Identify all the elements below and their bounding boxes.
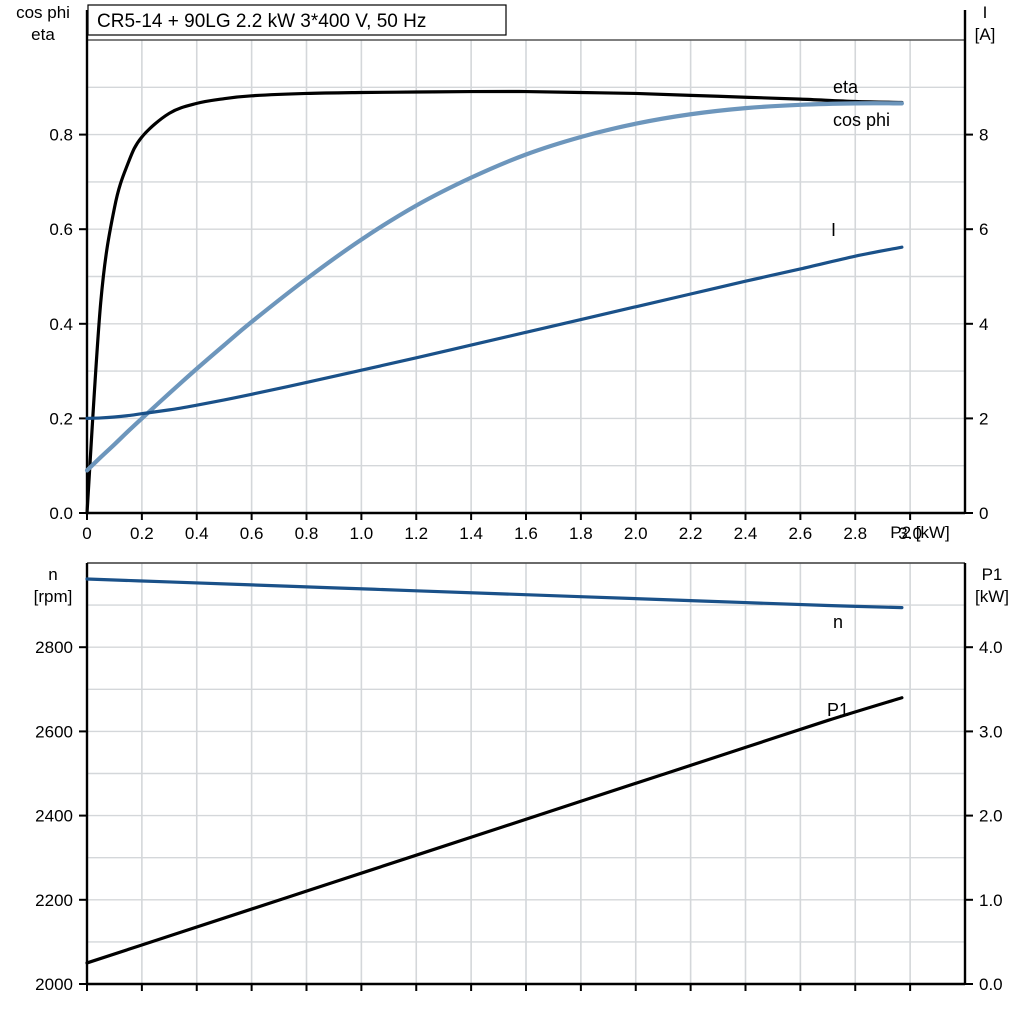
x-tick-label: 0.8 [295,524,319,543]
x-tick-label: 2.8 [843,524,867,543]
bottom-chart-ticks [79,646,973,991]
y-tick-label: 0.4 [49,315,73,334]
curve-cos-phi [84,101,904,473]
y2-tick-label: 8 [979,126,988,145]
y2-tick-label: 0 [979,504,988,523]
y-tick-label: 0.6 [49,220,73,239]
curve-I [85,245,904,420]
bottom-chart: 2000 2200 2400 2600 2800 0.0 1.0 2.0 3.0 4.0 n [r… [34,562,1009,994]
bottom-chart-y2label-line1: P1 [982,565,1003,584]
y-tick-label: 0.8 [49,126,73,145]
bottom-chart-y2label-line2: [kW] [975,587,1009,606]
y-tick-label: 0.2 [49,409,73,428]
bottom-chart-gridlines [87,563,965,984]
y2-tick-label: 1.0 [979,891,1003,910]
y-tick-label: 2200 [35,891,73,910]
y2-tick-label: 4 [979,315,988,334]
top-chart-y2label-line2: [A] [975,25,996,44]
x-tick-label: 1.4 [459,524,483,543]
top-chart-curves [84,89,904,515]
x-tick-label: 1.0 [350,524,374,543]
x-tick-label: 0.6 [240,524,264,543]
bottom-chart-ylabel-line2: [rpm] [34,587,73,606]
curve-label-cos-phi: cos phi [833,110,890,130]
top-chart: 0 0.2 0.4 0.6 0.8 1.0 1.2 1.4 1.6 1.8 2.0 2.2 2.4 2.6… [16,3,995,543]
x-tick-label: 1.8 [569,524,593,543]
y-tick-label: 2000 [35,975,73,994]
x-tick-label: 1.6 [514,524,538,543]
y2-tick-label: 6 [979,220,988,239]
chart-title-box [87,4,507,36]
x-tick-label: 0.4 [185,524,209,543]
curve-n [85,577,904,610]
y2-tick-label: 4.0 [979,638,1003,657]
y-tick-label: 2800 [35,638,73,657]
top-chart-tick-labels: 0 0.2 0.4 0.6 0.8 1.0 1.2 1.4 1.6 1.8 2.0 2.2 2.4 2.6… [49,126,988,543]
top-chart-ylabel-line2: eta [31,25,55,44]
top-chart-gridlines [87,40,965,513]
curve-label-p1: P1 [827,700,849,720]
top-chart-ylabel-line1: cos phi [16,3,70,22]
top-chart-y2label-line1: I [983,3,988,22]
bottom-chart-tick-labels: 2000 2200 2400 2600 2800 0.0 1.0 2.0 3.0 4.0 [35,638,1002,994]
curve-label-current: I [831,220,836,240]
x-tick-label: 1.2 [404,524,428,543]
y-tick-label: 2600 [35,722,73,741]
y2-tick-label: 2.0 [979,807,1003,826]
y-tick-label: 2400 [35,807,73,826]
curve-label-eta: eta [833,77,859,97]
x-tick-label: 0 [82,524,91,543]
y-tick-label: 0.0 [49,504,73,523]
x-tick-label: 2.0 [624,524,648,543]
x-tick-label: 2.4 [734,524,758,543]
curve-P1 [85,696,904,965]
x-tick-label: 2.6 [789,524,813,543]
curve-eta [85,89,904,515]
y2-tick-label: 0.0 [979,975,1003,994]
y2-tick-label: 2 [979,409,988,428]
y2-tick-label: 3.0 [979,722,1003,741]
x-tick-label: 3.0 [898,524,922,543]
curve-label-speed: n [833,612,843,632]
top-chart-xlabel: P2 [kW] [890,523,950,542]
x-tick-label: 2.2 [679,524,703,543]
bottom-chart-curves [85,577,904,965]
chart-title: CR5-14 + 90LG 2.2 kW 3*400 V, 50 Hz [97,11,426,32]
bottom-chart-ylabel-line1: n [48,565,57,584]
x-tick-label: 0.2 [130,524,154,543]
